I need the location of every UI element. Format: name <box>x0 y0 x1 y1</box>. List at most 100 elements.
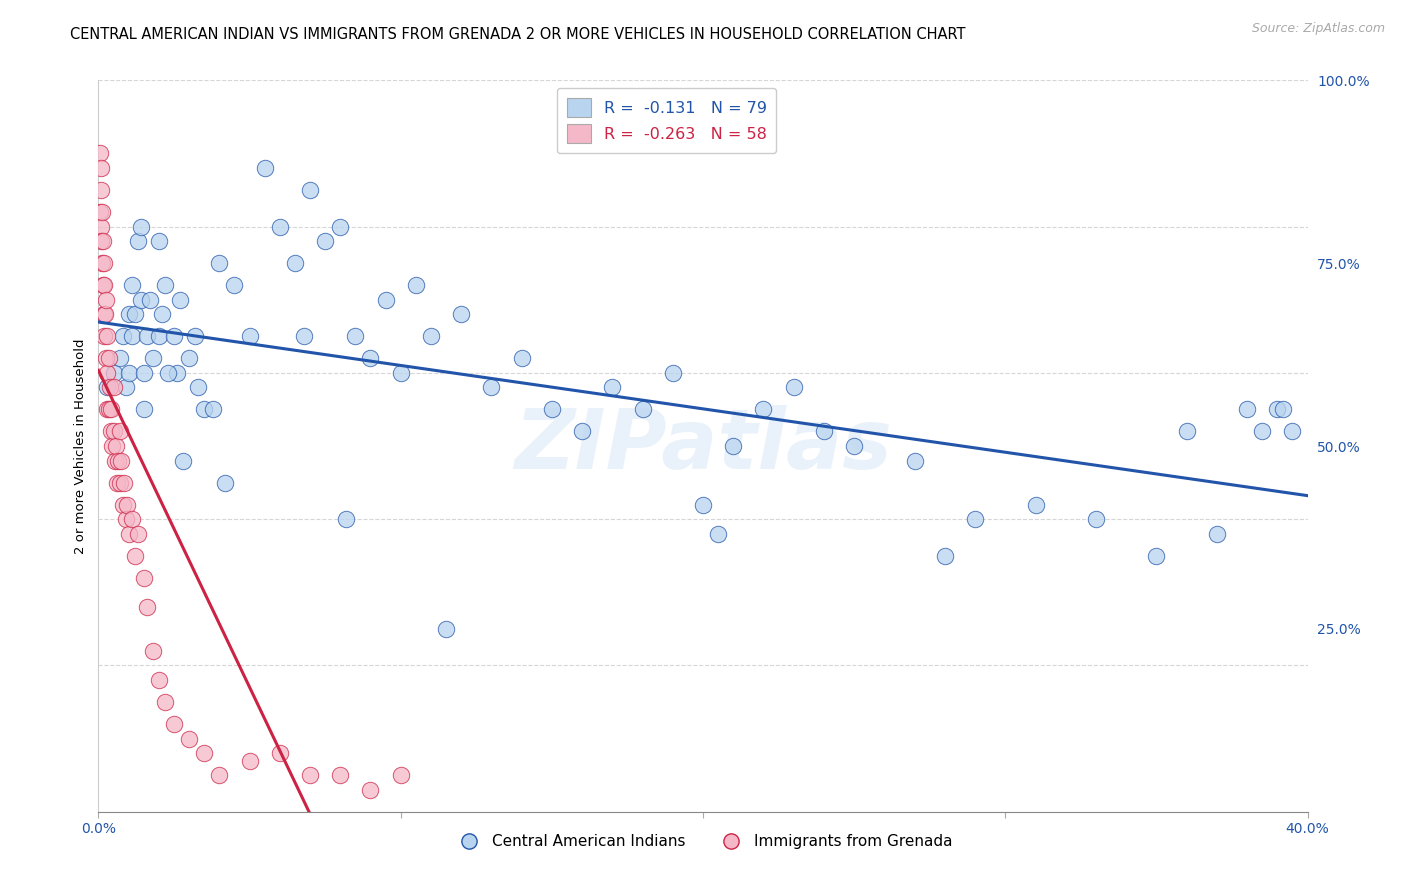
Point <box>104 439 127 453</box>
Point <box>224 278 246 293</box>
Point <box>360 782 382 797</box>
Point <box>187 380 209 394</box>
Point <box>98 380 121 394</box>
Point <box>127 526 149 541</box>
Point <box>148 673 170 687</box>
Point <box>1024 498 1046 512</box>
Point <box>481 380 503 394</box>
Point <box>661 366 683 380</box>
Point <box>150 307 173 321</box>
Point <box>965 512 987 526</box>
Point <box>100 402 122 417</box>
Point <box>96 402 118 417</box>
Point <box>844 439 866 453</box>
Point <box>169 293 191 307</box>
Point <box>108 425 131 439</box>
Point <box>335 512 357 526</box>
Point <box>103 366 125 380</box>
Point <box>153 278 176 293</box>
Point <box>540 402 562 417</box>
Point <box>121 329 143 343</box>
Point <box>115 498 138 512</box>
Point <box>1251 425 1274 439</box>
Point <box>100 425 122 439</box>
Point <box>184 329 207 343</box>
Point <box>132 366 155 380</box>
Point <box>269 746 291 760</box>
Point <box>94 307 117 321</box>
Text: Source: ZipAtlas.com: Source: ZipAtlas.com <box>1251 22 1385 36</box>
Point <box>103 380 125 394</box>
Point <box>389 768 412 782</box>
Point <box>166 366 188 380</box>
Point <box>344 329 367 343</box>
Point <box>129 219 152 234</box>
Point <box>434 622 457 636</box>
Text: ZIPatlas: ZIPatlas <box>515 406 891 486</box>
Point <box>1146 549 1168 563</box>
Point <box>105 475 128 490</box>
Point <box>93 256 115 270</box>
Point <box>121 278 143 293</box>
Point <box>111 498 134 512</box>
Point <box>129 293 152 307</box>
Point <box>723 439 745 453</box>
Point <box>96 329 118 343</box>
Point <box>172 453 194 467</box>
Point <box>163 329 186 343</box>
Point <box>299 183 322 197</box>
Point <box>142 644 165 658</box>
Point <box>101 439 124 453</box>
Point <box>90 234 112 248</box>
Point <box>420 329 443 343</box>
Point <box>142 351 165 366</box>
Point <box>91 205 114 219</box>
Point <box>148 234 170 248</box>
Point <box>269 219 291 234</box>
Point <box>114 512 136 526</box>
Point <box>179 351 201 366</box>
Point <box>450 307 472 321</box>
Point <box>89 205 111 219</box>
Point <box>90 219 112 234</box>
Point <box>571 425 593 439</box>
Point <box>1085 512 1108 526</box>
Point <box>692 498 714 512</box>
Point <box>94 351 117 366</box>
Point <box>108 475 131 490</box>
Point <box>904 453 927 467</box>
Point <box>114 380 136 394</box>
Point <box>214 475 236 490</box>
Point <box>510 351 533 366</box>
Point <box>783 380 806 394</box>
Point <box>202 402 225 417</box>
Point <box>1206 526 1229 541</box>
Point <box>329 768 352 782</box>
Point <box>329 219 352 234</box>
Point <box>118 307 141 321</box>
Point <box>127 234 149 248</box>
Y-axis label: 2 or more Vehicles in Household: 2 or more Vehicles in Household <box>75 338 87 554</box>
Point <box>93 329 115 343</box>
Point <box>96 380 118 394</box>
Point <box>193 746 215 760</box>
Point <box>1267 402 1289 417</box>
Point <box>163 717 186 731</box>
Point <box>253 161 276 175</box>
Point <box>93 307 115 321</box>
Point <box>602 380 624 394</box>
Point <box>208 768 231 782</box>
Point <box>813 425 835 439</box>
Text: CENTRAL AMERICAN INDIAN VS IMMIGRANTS FROM GRENADA 2 OR MORE VEHICLES IN HOUSEHO: CENTRAL AMERICAN INDIAN VS IMMIGRANTS FR… <box>70 27 966 42</box>
Point <box>1175 425 1198 439</box>
Point <box>360 351 382 366</box>
Point <box>118 526 141 541</box>
Point <box>292 329 315 343</box>
Point <box>153 695 176 709</box>
Point <box>118 366 141 380</box>
Point <box>112 475 135 490</box>
Point <box>132 402 155 417</box>
Point <box>89 146 111 161</box>
Point <box>284 256 307 270</box>
Point <box>299 768 322 782</box>
